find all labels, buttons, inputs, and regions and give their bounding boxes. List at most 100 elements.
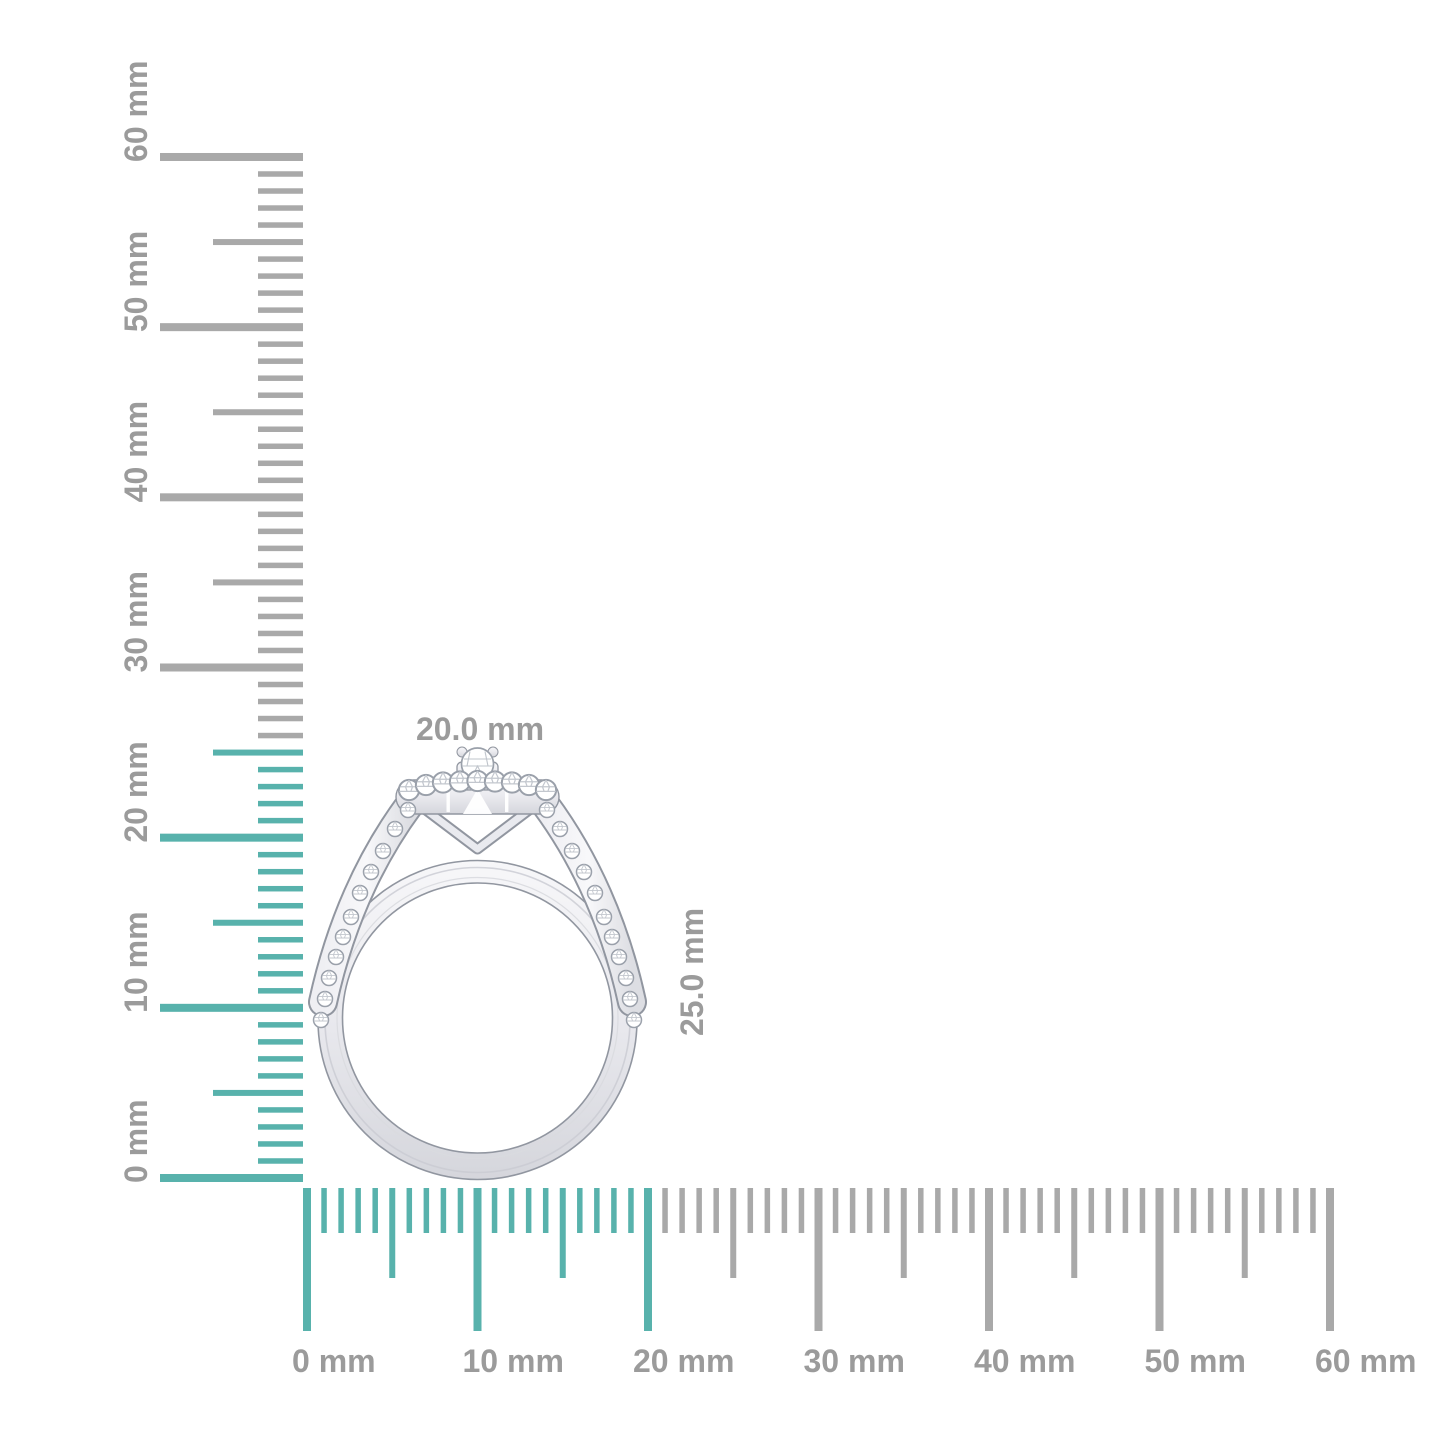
h-ruler-tick-22mm <box>679 1188 685 1233</box>
h-ruler-tick-52mm <box>1190 1188 1197 1233</box>
h-ruler-tick-6mm <box>406 1188 413 1233</box>
h-ruler-tick-38mm <box>952 1188 958 1233</box>
h-ruler-label-10mm: 10 mm <box>463 1343 564 1379</box>
v-ruler-tick-4mm <box>258 1107 303 1113</box>
ring-height-measurement: 25.0 mm <box>674 908 710 1036</box>
v-ruler-tick-9mm <box>258 1022 303 1028</box>
h-ruler-tick-13mm <box>525 1188 532 1233</box>
halo-gap-right <box>505 782 509 812</box>
v-ruler-tick-20mm <box>160 833 303 842</box>
v-ruler-tick-44mm <box>258 426 303 433</box>
v-ruler-tick-5mm <box>213 1089 303 1096</box>
v-ruler-tick-21mm <box>258 817 303 824</box>
v-ruler-tick-18mm <box>258 868 303 875</box>
h-ruler-tick-59mm <box>1310 1188 1316 1233</box>
h-ruler-tick-11mm <box>491 1188 498 1233</box>
v-ruler-tick-11mm <box>258 988 303 994</box>
h-ruler-tick-3mm <box>355 1188 361 1233</box>
v-ruler-tick-30mm <box>160 663 303 672</box>
v-ruler-tick-47mm <box>258 375 303 381</box>
h-ruler-tick-18mm <box>611 1188 617 1233</box>
v-ruler-tick-12mm <box>258 971 303 977</box>
h-ruler-tick-45mm <box>1071 1188 1078 1278</box>
h-ruler-tick-39mm <box>969 1188 975 1233</box>
h-ruler-tick-55mm <box>1241 1188 1248 1278</box>
h-ruler-tick-51mm <box>1173 1188 1180 1233</box>
v-ruler-tick-51mm <box>258 307 303 313</box>
h-ruler-tick-19mm <box>628 1188 634 1233</box>
h-ruler-tick-60mm <box>1326 1188 1334 1331</box>
h-ruler-tick-33mm <box>866 1188 873 1233</box>
ring-width-measurement: 20.0 mm <box>416 711 544 747</box>
v-ruler-tick-13mm <box>258 954 303 960</box>
v-ruler-tick-33mm <box>258 613 303 620</box>
v-ruler-tick-26mm <box>258 732 303 739</box>
h-ruler-tick-47mm <box>1105 1188 1112 1233</box>
v-ruler-tick-14mm <box>258 937 303 943</box>
v-ruler-label-40mm: 40 mm <box>118 401 154 502</box>
v-ruler-tick-48mm <box>258 358 303 364</box>
v-ruler-tick-39mm <box>258 511 303 518</box>
h-ruler-tick-29mm <box>798 1188 805 1233</box>
h-ruler-label-60mm: 60 mm <box>1315 1343 1416 1379</box>
v-ruler-label-50mm: 50 mm <box>118 231 154 332</box>
v-ruler-tick-59mm <box>258 171 303 177</box>
h-ruler-tick-25mm <box>730 1188 737 1278</box>
v-ruler-tick-38mm <box>258 528 303 535</box>
ring-illustration <box>308 746 647 1181</box>
h-ruler-tick-57mm <box>1276 1188 1282 1233</box>
v-ruler-tick-1mm <box>258 1158 303 1164</box>
v-ruler-tick-25mm <box>213 749 303 756</box>
h-ruler-tick-5mm <box>389 1188 396 1278</box>
v-ruler-tick-35mm <box>213 579 303 586</box>
h-ruler-tick-0mm <box>303 1188 311 1331</box>
v-ruler-label-60mm: 60 mm <box>118 61 154 162</box>
h-ruler-tick-14mm <box>542 1188 549 1233</box>
h-ruler-tick-12mm <box>508 1188 515 1233</box>
v-ruler-tick-19mm <box>258 851 303 858</box>
h-ruler-tick-54mm <box>1224 1188 1231 1233</box>
v-ruler-tick-6mm <box>258 1073 303 1079</box>
v-ruler-tick-34mm <box>258 596 303 603</box>
v-ruler-tick-28mm <box>258 698 303 705</box>
h-ruler-tick-35mm <box>900 1188 907 1278</box>
vertical-ruler: 0 mm 10 mm 20 mm 30 mm 40 mm 50 mm 60 mm <box>118 61 303 1183</box>
v-ruler-tick-22mm <box>258 800 303 807</box>
h-ruler-tick-17mm <box>594 1188 600 1233</box>
h-ruler-tick-9mm <box>457 1188 464 1233</box>
h-ruler-tick-30mm <box>814 1188 823 1331</box>
v-ruler-tick-43mm <box>258 443 303 450</box>
v-ruler-tick-8mm <box>258 1039 303 1045</box>
h-ruler-tick-20mm <box>644 1188 652 1331</box>
h-ruler-tick-27mm <box>764 1188 771 1233</box>
v-ruler-tick-49mm <box>258 341 303 347</box>
h-ruler-tick-10mm <box>473 1188 482 1331</box>
h-ruler-label-50mm: 50 mm <box>1145 1343 1246 1379</box>
v-ruler-tick-2mm <box>258 1141 303 1147</box>
h-ruler-tick-48mm <box>1122 1188 1129 1233</box>
v-ruler-tick-23mm <box>258 783 303 790</box>
v-ruler-tick-15mm <box>213 919 303 926</box>
h-ruler-tick-16mm <box>577 1188 583 1233</box>
h-ruler-tick-7mm <box>423 1188 430 1233</box>
v-ruler-tick-7mm <box>258 1056 303 1062</box>
h-ruler-tick-34mm <box>883 1188 890 1233</box>
v-ruler-tick-24mm <box>258 766 303 773</box>
h-ruler-label-40mm: 40 mm <box>974 1343 1075 1379</box>
h-ruler-tick-44mm <box>1054 1188 1060 1233</box>
h-ruler-tick-56mm <box>1259 1188 1265 1233</box>
h-ruler-tick-28mm <box>781 1188 788 1233</box>
halo-center-notch <box>463 789 492 814</box>
h-ruler-tick-1mm <box>321 1188 327 1233</box>
v-ruler-label-0mm: 0 mm <box>118 1099 154 1183</box>
v-ruler-tick-57mm <box>258 205 303 211</box>
v-ruler-tick-0mm <box>160 1174 303 1182</box>
v-ruler-tick-54mm <box>258 256 303 262</box>
v-ruler-tick-46mm <box>258 392 303 398</box>
h-ruler-tick-43mm <box>1037 1188 1043 1233</box>
v-ruler-tick-3mm <box>258 1124 303 1130</box>
h-ruler-tick-23mm <box>696 1188 702 1233</box>
h-ruler-tick-42mm <box>1020 1188 1026 1233</box>
